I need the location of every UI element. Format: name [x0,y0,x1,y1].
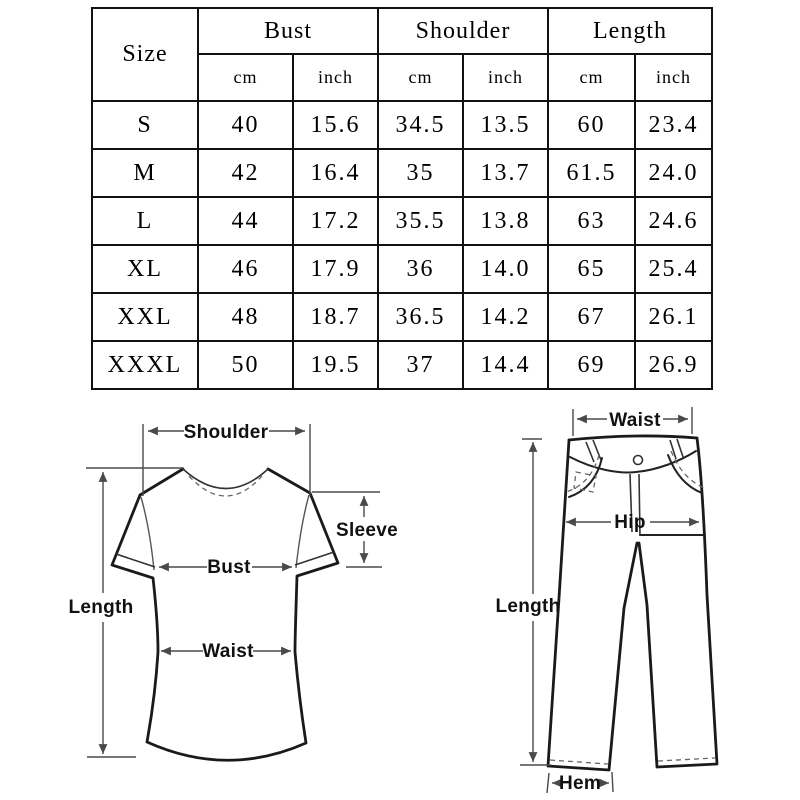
table-cell: 16.4 [292,148,379,198]
table-cell: 35 [377,148,464,198]
pants-hip-label: Hip [614,512,646,533]
pants-button [632,454,644,466]
row-size-label: S [91,100,199,150]
table-cell: 24.0 [634,148,713,198]
row-size-label: L [91,196,199,246]
table-row-s: S 40 15.6 34.5 13.5 60 23.4 [91,100,713,150]
pants-outline [546,434,719,772]
table-cell: 17.2 [292,196,379,246]
table-header-row-groups: Size Bust Shoulder Length [91,7,713,102]
table-row-l: L 44 17.2 35.5 13.8 63 24.6 [91,196,713,246]
header-bust-inch: inch [292,53,379,102]
size-table: Size Bust Shoulder Length cm inch cm inc… [91,7,713,390]
table-cell: 13.7 [462,148,549,198]
table-row-m: M 42 16.4 35 13.7 61.5 24.0 [91,148,713,198]
table-cell: 15.6 [292,100,379,150]
table-cell: 67 [547,292,636,342]
table-cell: 17.9 [292,244,379,294]
tshirt-diagram: Shoulder Length Sleeve Bust Waist [68,422,398,762]
table-cell: 36.5 [377,292,464,342]
size-table-container: Size Bust Shoulder Length cm inch cm inc… [91,7,713,390]
pants-dimension-lines [520,407,699,794]
row-size-label: XL [91,244,199,294]
table-row-xxxl: XXXL 50 19.5 37 14.4 69 26.9 [91,340,713,390]
table-cell: 14.2 [462,292,549,342]
shirt-shoulder-label: Shoulder [184,422,269,443]
header-length-inch: inch [634,53,713,102]
header-bust: Bust [197,7,379,55]
table-cell: 61.5 [547,148,636,198]
header-shoulder-cm: cm [377,53,464,102]
table-cell: 65 [547,244,636,294]
table-cell: 14.4 [462,340,549,390]
header-size: Size [91,7,199,102]
table-cell: 63 [547,196,636,246]
table-cell: 24.6 [634,196,713,246]
row-size-label: M [91,148,199,198]
tshirt-dimension-lines [86,424,382,758]
table-cell: 13.8 [462,196,549,246]
table-cell: 42 [197,148,294,198]
table-row-xxl: XXL 48 18.7 36.5 14.2 67 26.1 [91,292,713,342]
table-cell: 69 [547,340,636,390]
pants-length-label: Length [495,596,560,617]
table-cell: 44 [197,196,294,246]
table-cell: 60 [547,100,636,150]
table-cell: 18.7 [292,292,379,342]
pants-waist-label: Waist [609,410,661,431]
table-cell: 36 [377,244,464,294]
table-cell: 34.5 [377,100,464,150]
pants-diagram: Waist Hip Length Hem [495,407,719,794]
header-shoulder: Shoulder [377,7,549,55]
table-cell: 19.5 [292,340,379,390]
table-cell: 35.5 [377,196,464,246]
table-cell: 26.1 [634,292,713,342]
shirt-waist-label: Waist [202,641,254,662]
table-cell: 46 [197,244,294,294]
table-cell: 26.9 [634,340,713,390]
header-bust-cm: cm [197,53,294,102]
table-cell: 50 [197,340,294,390]
table-cell: 37 [377,340,464,390]
table-cell: 23.4 [634,100,713,150]
table-cell: 14.0 [462,244,549,294]
table-cell: 48 [197,292,294,342]
row-size-label: XXL [91,292,199,342]
shirt-sleeve-label: Sleeve [336,520,398,541]
tshirt-outline [110,467,340,762]
table-cell: 13.5 [462,100,549,150]
header-length-cm: cm [547,53,636,102]
header-shoulder-inch: inch [462,53,549,102]
row-size-label: XXXL [91,340,199,390]
shirt-bust-label: Bust [207,557,251,578]
table-row-xl: XL 46 17.9 36 14.0 65 25.4 [91,244,713,294]
pants-hem-label: Hem [559,773,601,794]
table-cell: 40 [197,100,294,150]
table-header-row-units: cm inch cm inch cm inch [92,53,713,102]
header-length: Length [547,7,713,55]
table-cell: 25.4 [634,244,713,294]
shirt-length-label: Length [68,597,133,618]
